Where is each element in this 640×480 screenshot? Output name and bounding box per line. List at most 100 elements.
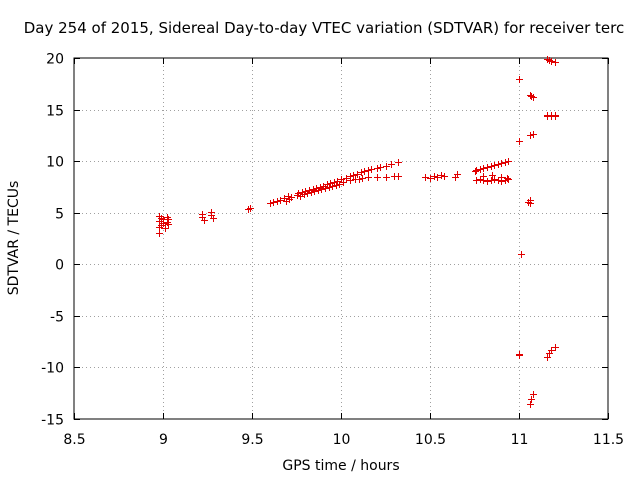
y-tick-label: -15 xyxy=(41,413,64,429)
data-point xyxy=(374,165,381,172)
x-tick-label: 9.5 xyxy=(241,432,263,448)
data-point xyxy=(473,177,480,184)
data-point xyxy=(156,230,163,237)
data-point xyxy=(505,158,512,165)
data-point xyxy=(427,175,434,182)
data-point xyxy=(322,185,329,192)
data-point xyxy=(516,76,523,83)
data-point xyxy=(480,173,487,180)
data-point xyxy=(333,182,340,189)
data-point xyxy=(488,163,495,170)
data-point xyxy=(472,168,479,175)
data-point xyxy=(530,391,537,398)
data-point xyxy=(552,344,559,351)
data-point xyxy=(368,166,375,173)
data-point xyxy=(395,173,402,180)
x-axis-label: GPS time / hours xyxy=(282,458,399,474)
data-point xyxy=(527,200,534,207)
data-point xyxy=(361,168,368,175)
data-point xyxy=(552,59,559,66)
data-point xyxy=(374,174,381,181)
data-point xyxy=(495,177,502,184)
data-point xyxy=(498,160,505,167)
data-point xyxy=(377,164,384,171)
data-point xyxy=(477,166,484,173)
data-point xyxy=(285,193,292,200)
y-tick-label: 0 xyxy=(55,258,64,274)
data-point xyxy=(297,193,304,200)
grid xyxy=(74,58,608,419)
data-point xyxy=(210,215,217,222)
data-point xyxy=(480,165,487,172)
y-tick-label: -10 xyxy=(41,361,64,377)
data-point xyxy=(356,176,363,183)
data-point xyxy=(516,138,523,145)
data-point xyxy=(383,174,390,181)
data-point xyxy=(491,176,498,183)
data-point xyxy=(473,167,480,174)
data-point xyxy=(354,171,361,178)
data-point xyxy=(484,178,491,185)
data-point xyxy=(329,183,336,190)
data-point xyxy=(530,131,537,138)
data-point xyxy=(422,174,429,181)
data-point xyxy=(162,225,169,232)
data-point xyxy=(359,175,366,182)
data-point xyxy=(505,176,512,183)
data-point xyxy=(491,162,498,169)
data-point xyxy=(454,171,461,178)
data-point xyxy=(365,174,372,181)
y-tick-label: 10 xyxy=(46,155,64,171)
data-point xyxy=(516,351,523,358)
chart-title: Day 254 of 2015, Sidereal Day-to-day VTE… xyxy=(24,19,625,37)
data-point xyxy=(431,173,438,180)
data-point xyxy=(274,198,281,205)
data-point xyxy=(489,172,496,179)
data-point xyxy=(484,164,491,171)
data-point xyxy=(548,58,555,65)
data-point xyxy=(527,401,534,408)
y-tick-label: 20 xyxy=(46,52,64,68)
x-tick-label: 8.5 xyxy=(63,432,85,448)
data-point xyxy=(530,94,537,101)
data-point xyxy=(548,347,555,354)
data-point xyxy=(498,174,505,181)
data-point xyxy=(270,199,277,206)
data-point xyxy=(347,177,354,184)
data-point xyxy=(527,132,534,139)
y-tick-label: -5 xyxy=(50,310,64,326)
data-point xyxy=(518,251,525,258)
data-point xyxy=(326,184,333,191)
data-point xyxy=(288,194,295,201)
data-point xyxy=(301,191,308,198)
data-point xyxy=(434,174,441,181)
x-tick-label: 11 xyxy=(511,432,529,448)
data-point xyxy=(488,177,495,184)
x-tick-label: 10.5 xyxy=(415,432,446,448)
data-point xyxy=(165,216,172,223)
x-tick-label: 11.5 xyxy=(593,432,624,448)
data-point xyxy=(495,161,502,168)
axis-ticks: 8.5 9 9.5 10 10.5 11 11.5 -15 -10 -5 0 5 10 15 20 xyxy=(41,52,624,449)
data-point xyxy=(267,200,274,207)
data-point xyxy=(438,172,445,179)
data-point xyxy=(277,197,284,204)
x-tick-label: 10 xyxy=(333,432,351,448)
data-point xyxy=(552,113,559,120)
data-point xyxy=(477,176,484,183)
data-point xyxy=(201,217,208,224)
data-point xyxy=(350,172,357,179)
data-point xyxy=(388,161,395,168)
y-tick-label: 5 xyxy=(55,207,64,223)
data-point xyxy=(502,159,509,166)
data-point xyxy=(247,205,254,212)
data-point xyxy=(340,179,347,186)
data-point xyxy=(336,181,343,188)
data-point xyxy=(365,167,372,174)
data-point xyxy=(504,175,511,182)
data-series xyxy=(156,56,559,408)
data-point xyxy=(383,163,390,170)
x-tick-label: 9 xyxy=(159,432,168,448)
y-tick-label: 15 xyxy=(46,104,64,120)
